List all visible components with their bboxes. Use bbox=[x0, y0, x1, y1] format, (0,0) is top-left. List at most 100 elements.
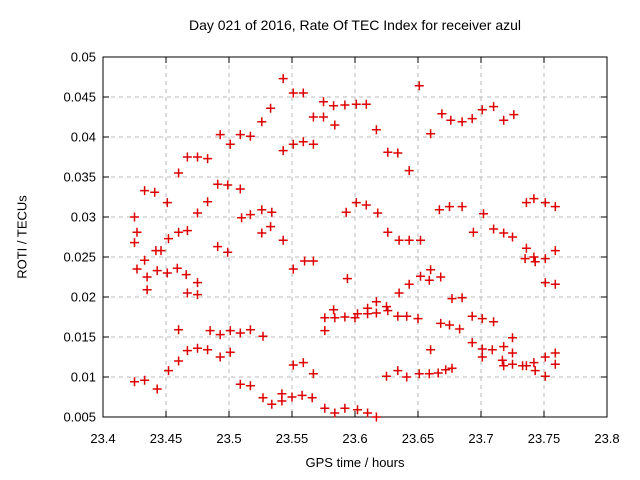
data-point bbox=[402, 311, 412, 321]
data-point bbox=[257, 117, 267, 127]
data-point bbox=[499, 361, 509, 371]
data-point bbox=[550, 348, 560, 358]
data-point bbox=[213, 179, 223, 189]
x-tick-label: 23.75 bbox=[528, 431, 561, 446]
data-point bbox=[550, 279, 560, 289]
data-point bbox=[508, 348, 517, 358]
plot-border bbox=[102, 56, 608, 418]
data-point bbox=[540, 352, 550, 362]
data-point bbox=[203, 345, 213, 355]
data-point bbox=[288, 264, 298, 274]
data-point bbox=[373, 208, 383, 218]
data-point bbox=[181, 270, 191, 280]
y-tick-label: 0.005 bbox=[63, 410, 96, 425]
data-point bbox=[329, 305, 339, 315]
y-tick-label: 0.035 bbox=[63, 170, 96, 185]
data-point bbox=[174, 325, 184, 335]
data-point bbox=[300, 256, 310, 266]
data-point bbox=[351, 198, 361, 208]
data-point bbox=[245, 131, 255, 141]
data-point bbox=[278, 235, 288, 245]
data-point bbox=[235, 328, 245, 338]
data-point bbox=[319, 97, 328, 107]
data-point bbox=[529, 358, 539, 368]
data-point bbox=[308, 139, 318, 149]
data-point bbox=[353, 309, 362, 319]
data-point bbox=[521, 198, 531, 208]
data-point bbox=[467, 114, 477, 124]
data-point bbox=[413, 314, 423, 324]
data-point bbox=[540, 254, 550, 264]
data-point bbox=[550, 359, 560, 369]
data-point bbox=[288, 88, 298, 98]
data-point bbox=[540, 198, 550, 208]
data-point bbox=[203, 154, 213, 164]
data-point bbox=[257, 205, 267, 215]
data-point bbox=[445, 202, 454, 212]
data-point bbox=[267, 207, 277, 217]
data-point bbox=[383, 306, 393, 316]
data-point bbox=[182, 346, 192, 356]
data-point bbox=[342, 274, 352, 284]
data-point bbox=[150, 187, 160, 197]
data-point bbox=[156, 246, 166, 256]
data-point bbox=[540, 371, 550, 381]
data-point bbox=[404, 279, 414, 289]
data-point bbox=[521, 361, 531, 371]
data-point bbox=[174, 356, 184, 366]
data-point bbox=[361, 200, 371, 210]
y-tick-label: 0.05 bbox=[71, 50, 96, 65]
data-point bbox=[436, 318, 446, 328]
data-point bbox=[245, 210, 255, 220]
x-tick-label: 23.7 bbox=[468, 431, 493, 446]
data-point bbox=[140, 375, 150, 385]
data-point bbox=[371, 125, 381, 135]
data-point bbox=[426, 265, 436, 275]
x-tick-labels: 23.4 23.45 23.5 23.55 23.6 23.65 23.7 23.75 23.8 bbox=[90, 431, 619, 446]
data-point bbox=[298, 88, 308, 98]
data-point bbox=[457, 117, 467, 127]
data-point bbox=[130, 377, 139, 387]
data-point bbox=[132, 227, 142, 237]
data-point bbox=[489, 317, 499, 327]
data-point bbox=[341, 207, 351, 217]
data-point bbox=[278, 146, 288, 156]
data-point bbox=[508, 333, 517, 343]
data-point bbox=[426, 345, 436, 355]
data-point bbox=[130, 238, 139, 248]
data-point bbox=[550, 202, 560, 212]
data-point bbox=[340, 312, 350, 322]
data-point bbox=[371, 297, 381, 307]
x-tick-label: 23.8 bbox=[594, 431, 619, 446]
data-point bbox=[404, 235, 414, 245]
data-point bbox=[182, 226, 192, 236]
data-point bbox=[540, 278, 550, 288]
data-point bbox=[193, 343, 202, 353]
data-point bbox=[353, 405, 362, 415]
data-point bbox=[414, 369, 424, 379]
data-point bbox=[382, 371, 391, 381]
data-point bbox=[383, 147, 393, 157]
data-point bbox=[351, 99, 361, 109]
data-point bbox=[530, 366, 540, 376]
data-point bbox=[142, 272, 152, 282]
data-point bbox=[416, 235, 425, 245]
data-point bbox=[288, 139, 298, 149]
x-tick-label: 23.4 bbox=[90, 431, 115, 446]
data-point bbox=[225, 139, 235, 149]
data-point bbox=[446, 115, 456, 125]
data-point bbox=[140, 186, 150, 196]
data-point bbox=[467, 311, 477, 321]
y-tick-label: 0.045 bbox=[63, 90, 96, 105]
data-point bbox=[508, 232, 517, 242]
y-tick-label: 0.02 bbox=[71, 290, 96, 305]
data-point bbox=[215, 330, 225, 340]
data-point bbox=[550, 246, 560, 256]
data-point bbox=[319, 112, 328, 122]
data-point bbox=[258, 393, 268, 403]
y-tick-label: 0.01 bbox=[71, 370, 96, 385]
data-point bbox=[520, 254, 530, 264]
data-point bbox=[424, 369, 434, 379]
data-point bbox=[215, 352, 225, 362]
